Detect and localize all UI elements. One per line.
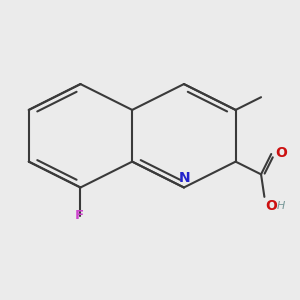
Text: O: O	[275, 146, 287, 160]
Text: O: O	[265, 199, 277, 213]
Text: H: H	[276, 201, 285, 211]
Text: N: N	[179, 170, 190, 184]
Text: F: F	[74, 209, 84, 222]
